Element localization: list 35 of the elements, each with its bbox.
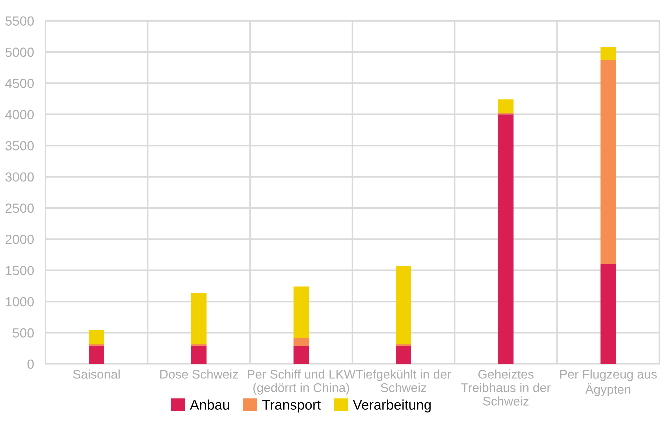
bar	[600, 47, 616, 60]
y-tick-label: 5000	[6, 48, 34, 58]
y-tick-label: 4000	[5, 110, 34, 120]
bar	[600, 60, 616, 264]
y-tick-label: 1500	[6, 266, 34, 276]
y-tick-label: 3500	[6, 141, 34, 151]
bar	[294, 286, 310, 338]
legend-label: Anbau	[190, 400, 230, 410]
y-tick-label: 0	[28, 360, 34, 370]
y-tick-label: 1000	[6, 297, 34, 307]
x-tick-label: Per Flugzeug aus Ägypten	[560, 370, 657, 397]
legend-label: Transport	[262, 400, 322, 413]
y-tick-label: 2500	[6, 204, 34, 214]
x-tick-label: Saisonal	[73, 370, 120, 379]
y-tick-label: 4500	[5, 79, 34, 88]
legend-label: Verarbeitung	[353, 400, 431, 413]
x-tick-label: Per Schiff und LKW (gedörrt in China)	[248, 370, 356, 395]
x-tick-label: Geheiztes Treibhaus in der Schweiz	[461, 370, 551, 406]
bar	[498, 100, 514, 114]
y-tick-label: 500	[13, 328, 34, 338]
y-tick-label: 5500	[6, 16, 34, 26]
y-tick-label: 2000	[6, 234, 34, 244]
bar	[396, 346, 412, 364]
bar	[294, 338, 310, 346]
y-tick-label: 3000	[6, 172, 34, 182]
bar	[600, 264, 616, 364]
bar	[396, 266, 412, 344]
bar	[191, 293, 207, 344]
bar	[294, 346, 310, 364]
bar	[89, 346, 104, 364]
bar	[89, 330, 104, 344]
bar	[498, 114, 514, 364]
bar	[191, 346, 207, 364]
x-tick-label: Tiefgekühlt in der Schweiz	[356, 370, 452, 392]
x-tick-label: Dose Schweiz	[160, 370, 238, 379]
